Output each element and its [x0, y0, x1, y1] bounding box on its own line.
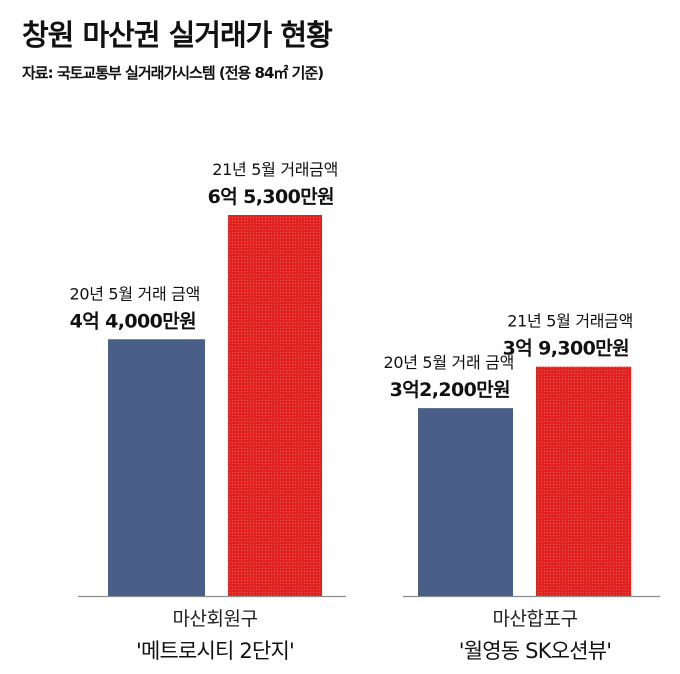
bar: [228, 215, 322, 596]
complex-label: '메트로시티 2단지': [136, 639, 294, 663]
bar: [418, 408, 513, 596]
source-note: 자료: 국토교통부 실거래가시스템 (전용 84㎡ 기준): [22, 64, 324, 82]
bar: [536, 366, 631, 596]
bar-value-label: 4억 4,000만원: [70, 310, 196, 332]
chart-title: 창원 마산권 실거래가 현황: [22, 18, 333, 52]
bar-value-label: 3억 9,300만원: [503, 338, 629, 360]
bar-period-label: 20년 5월 거래 금액: [69, 284, 200, 303]
bar: [108, 339, 205, 596]
district-label: 마산합포구: [493, 608, 578, 630]
complex-label: '월영동 SK오션뷰': [459, 639, 611, 663]
bar-value-label: 6억 5,300만원: [208, 186, 334, 208]
bar-period-label: 21년 5월 거래금액: [212, 160, 338, 179]
bar-period-label: 21년 5월 거래금액: [507, 312, 633, 331]
district-label: 마산회원구: [173, 608, 258, 630]
bar-period-label: 20년 5월 거래 금액: [383, 353, 514, 372]
bar-value-label: 3억2,200만원: [390, 379, 510, 401]
